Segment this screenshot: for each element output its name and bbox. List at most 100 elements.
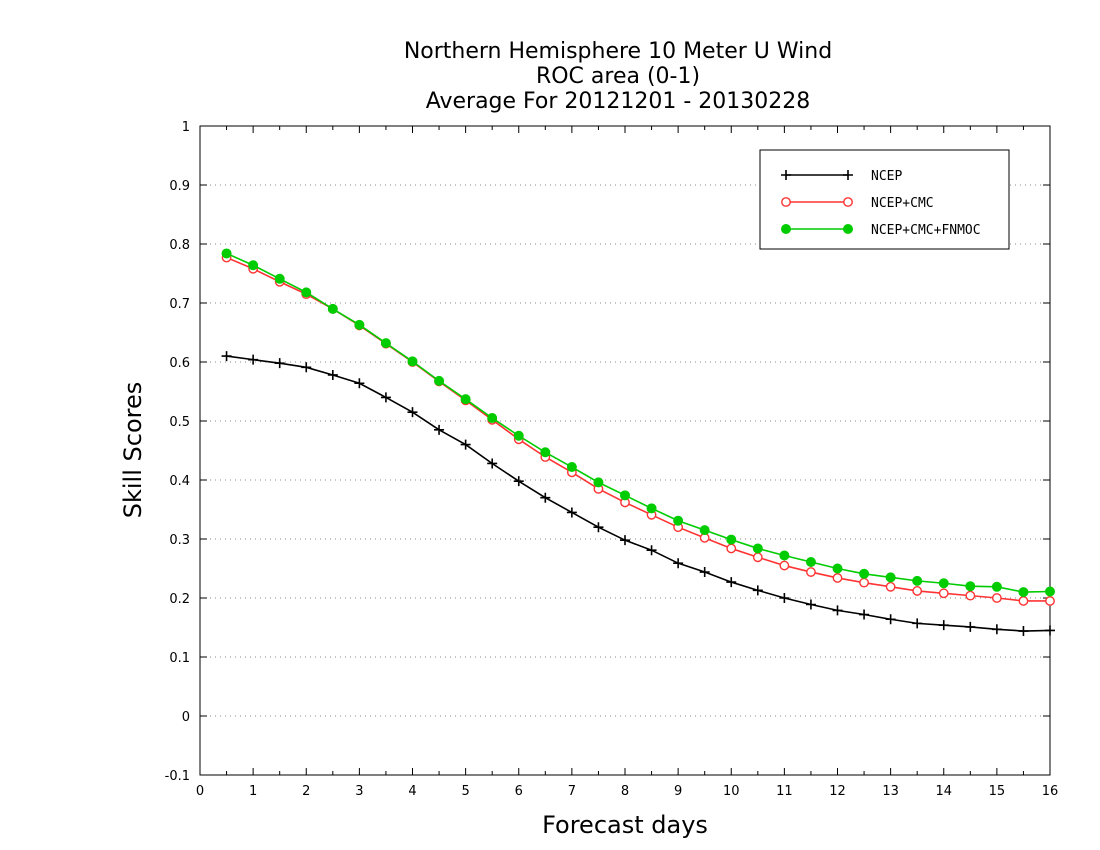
- data-point: [726, 577, 737, 588]
- data-point: [221, 351, 232, 362]
- data-point: [301, 362, 312, 373]
- data-point: [699, 567, 710, 578]
- x-tick-label: 3: [355, 784, 363, 799]
- data-point: [991, 581, 1002, 592]
- x-tick-label: 4: [408, 784, 416, 799]
- data-point: [460, 439, 471, 450]
- data-point: [566, 507, 577, 518]
- data-point: [859, 577, 869, 588]
- data-point: [301, 287, 312, 298]
- data-point: [965, 621, 976, 632]
- y-tick-label: 0.7: [169, 297, 190, 312]
- x-tick-label: 7: [568, 784, 576, 799]
- data-point: [274, 273, 285, 284]
- x-axis-title: Forecast days: [542, 811, 708, 839]
- data-point: [805, 599, 816, 610]
- data-point: [593, 522, 604, 533]
- x-tick-label: 9: [674, 784, 682, 799]
- data-point: [859, 568, 870, 579]
- data-point: [699, 525, 710, 536]
- data-point: [938, 588, 949, 599]
- legend-label: NCEP+CMC+FNMOC: [871, 223, 981, 238]
- data-point: [938, 620, 949, 631]
- y-tick-label: 0.6: [169, 356, 190, 371]
- y-axis-title: Skill Scores: [119, 382, 147, 519]
- data-point: [380, 338, 391, 349]
- data-point: [513, 476, 524, 487]
- data-point: [487, 413, 498, 424]
- data-point: [646, 545, 657, 556]
- legend-entry: NCEP+CMC: [781, 196, 934, 211]
- series-line: [226, 256, 1050, 602]
- data-point: [991, 593, 1002, 603]
- data-point: [938, 578, 949, 589]
- axis-ticks: -0.100.10.20.30.40.50.60.70.80.910 1 2 3 4 5 6…: [165, 120, 1059, 799]
- data-point: [832, 573, 843, 583]
- legend-entry: NCEP: [781, 169, 902, 184]
- data-point: [540, 447, 551, 458]
- data-point: [540, 492, 551, 503]
- chart-title-line-3: Average For 20121201 - 20130228: [426, 89, 811, 114]
- legend-marker: [781, 197, 791, 207]
- y-tick-label: 0: [182, 710, 190, 725]
- legend-marker: [781, 170, 791, 180]
- data-point: [487, 458, 498, 469]
- x-tick-label: 12: [829, 784, 846, 799]
- chart-title-line-1: Northern Hemisphere 10 Meter U Wind: [404, 39, 832, 64]
- data-point: [1045, 586, 1055, 597]
- y-tick-label: 1: [182, 120, 190, 135]
- x-tick-label: 16: [1042, 784, 1059, 799]
- legend-box: [759, 149, 1010, 250]
- data-point: [805, 557, 816, 568]
- legend-marker: [843, 197, 853, 207]
- y-tick-label: 0.1: [169, 651, 190, 666]
- y-tick-label: 0.8: [169, 238, 190, 253]
- data-point: [885, 581, 896, 592]
- data-point: [407, 407, 418, 418]
- data-point: [327, 369, 338, 380]
- data-point: [1018, 626, 1029, 637]
- legend-entry: NCEP+CMC+FNMOC: [781, 223, 981, 238]
- data-point: [327, 303, 338, 314]
- y-tick-label: -0.1: [165, 769, 190, 784]
- y-tick-label: 0.4: [169, 474, 190, 489]
- data-point: [991, 624, 1002, 635]
- data-point: [248, 260, 259, 271]
- data-point: [1045, 625, 1055, 636]
- data-point: [513, 430, 524, 441]
- data-point: [354, 378, 365, 389]
- data-point: [965, 581, 976, 592]
- data-point: [434, 375, 445, 386]
- data-point: [779, 560, 790, 571]
- data-point: [248, 354, 259, 365]
- data-point: [673, 515, 684, 526]
- data-point: [965, 590, 976, 601]
- data-point: [434, 424, 445, 435]
- legend-label: NCEP: [871, 169, 902, 184]
- x-tick-label: 15: [989, 784, 1006, 799]
- y-tick-label: 0.3: [169, 533, 190, 548]
- x-tick-label: 6: [515, 784, 523, 799]
- data-point: [779, 593, 790, 603]
- x-tick-label: 0: [196, 784, 204, 799]
- data-point: [1018, 596, 1029, 606]
- data-point: [912, 586, 923, 596]
- data-point: [274, 358, 285, 369]
- data-point: [912, 618, 923, 629]
- series-lines: [221, 248, 1055, 637]
- data-point: [1045, 596, 1055, 606]
- series-ncep-cmc-fnmoc: [221, 248, 1055, 598]
- data-point: [752, 585, 763, 596]
- x-tick-label: 13: [882, 784, 899, 799]
- chart-title-line-2: ROC area (0-1): [536, 64, 700, 89]
- legend-label: NCEP+CMC: [871, 196, 934, 211]
- data-point: [885, 572, 896, 583]
- data-point: [806, 567, 816, 577]
- data-point: [673, 558, 684, 569]
- legend-marker: [781, 224, 791, 234]
- x-tick-label: 14: [935, 784, 952, 799]
- data-point: [832, 563, 843, 574]
- data-point: [726, 534, 737, 545]
- data-point: [752, 552, 763, 563]
